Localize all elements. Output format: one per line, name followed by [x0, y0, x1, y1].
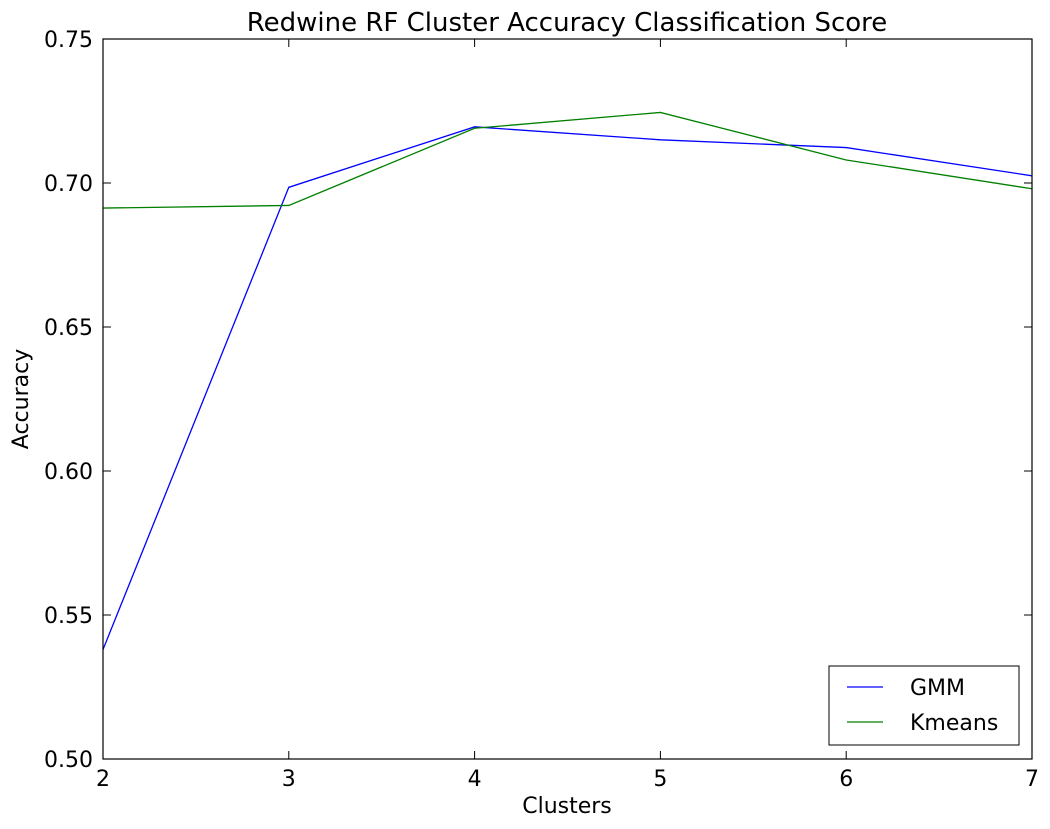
- series-line-gmm: [102, 126, 1033, 650]
- legend-items: GMM Kmeans: [847, 676, 998, 736]
- data-point-kmeans: [474, 127, 476, 129]
- legend-label-gmm: GMM: [910, 676, 965, 701]
- x-tick-label: 5: [653, 767, 667, 792]
- data-point-gmm: [474, 126, 476, 128]
- data-point-kmeans: [845, 159, 847, 161]
- x-tick-label: 6: [839, 767, 853, 792]
- x-tick-label: 7: [1025, 767, 1039, 792]
- series-line-kmeans: [102, 111, 1033, 209]
- x-axis-label: Clusters: [522, 794, 612, 819]
- y-tick-label: 0.60: [44, 460, 93, 485]
- y-tick-label: 0.75: [44, 28, 93, 53]
- x-tick-label: 2: [96, 767, 110, 792]
- chart-title: Redwine RF Cluster Accuracy Classificati…: [247, 8, 888, 38]
- y-tick-label: 0.55: [44, 604, 93, 629]
- data-point-gmm: [845, 146, 847, 149]
- data-point-kmeans: [288, 204, 290, 207]
- y-tick-label: 0.50: [44, 748, 93, 773]
- plot-frame: [102, 38, 1033, 760]
- x-tick-label: 4: [468, 767, 482, 792]
- legend-box: [828, 665, 1020, 746]
- legend-label-kmeans: Kmeans: [910, 711, 998, 736]
- y-tick-label: 0.65: [44, 316, 93, 341]
- data-point-gmm: [288, 186, 290, 188]
- legend: GMM Kmeans: [828, 665, 1020, 746]
- ticks-layer: 2 3 4 5 6 7 0.50 0.55 0.60 0.65 0.70 0.75: [44, 28, 1039, 792]
- x-tick-label: 3: [282, 767, 296, 792]
- y-tick-label: 0.70: [44, 172, 93, 197]
- data-point-gmm: [659, 139, 662, 141]
- y-axis-label: Accuracy: [9, 349, 34, 449]
- data-point-kmeans: [659, 111, 662, 114]
